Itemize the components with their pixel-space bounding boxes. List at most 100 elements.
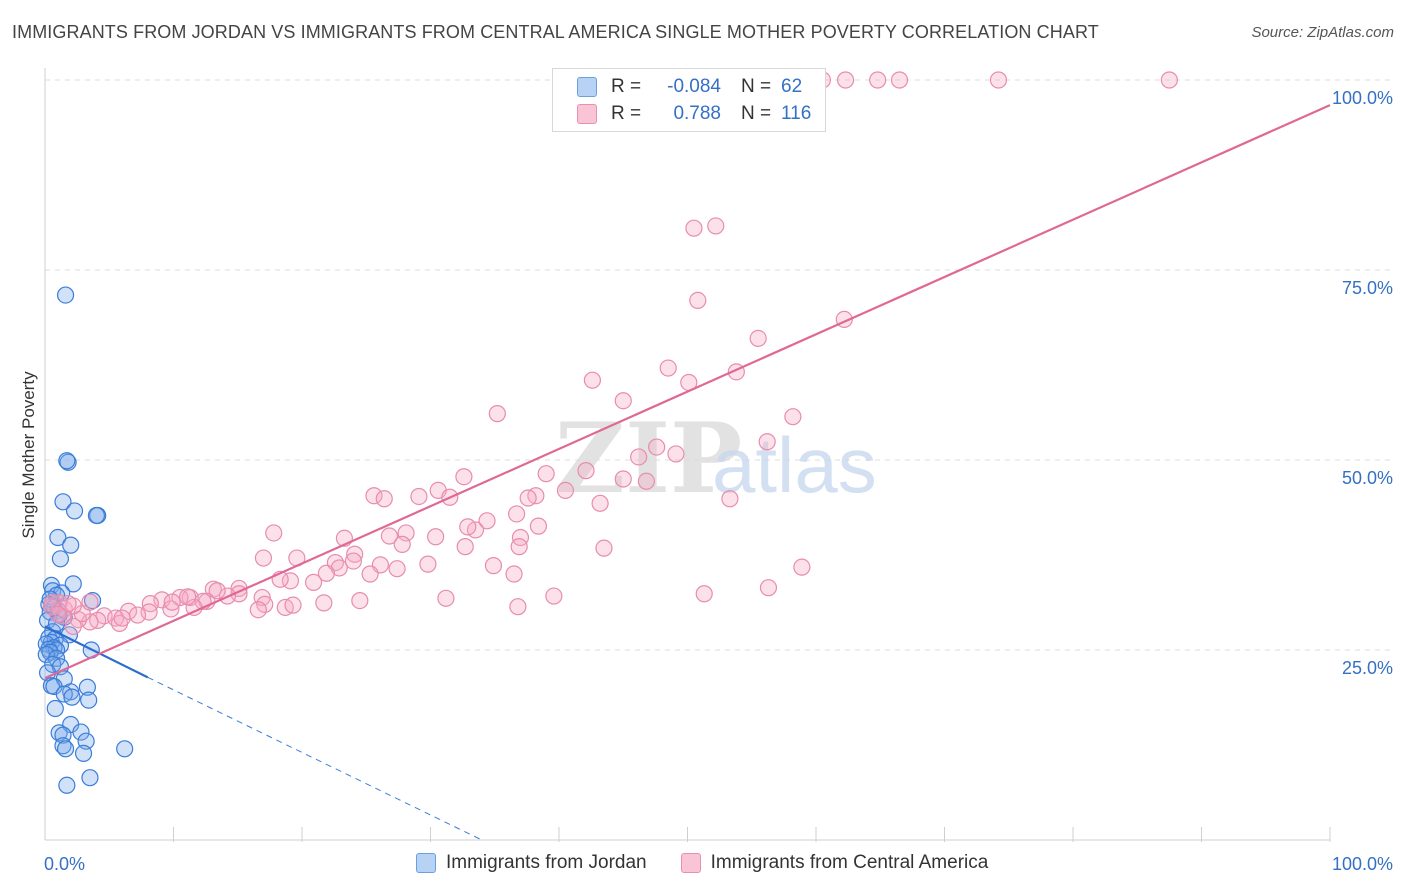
central-america-point (595, 539, 613, 557)
central-america-point (455, 468, 473, 486)
central-america-point (344, 552, 362, 570)
r-value-central-america: 0.788 (673, 103, 721, 124)
jordan-point (72, 723, 90, 741)
central-america-point (361, 565, 379, 583)
central-america-point (437, 589, 455, 607)
jordan-point (37, 645, 55, 664)
jordan-point (54, 737, 72, 755)
central-america-point (317, 564, 336, 582)
central-america-point (519, 489, 537, 507)
x-tick-label: 100.0% (1332, 854, 1393, 874)
central-america-point (315, 594, 333, 612)
jordan-point (51, 550, 70, 568)
central-america-legend-swatch (680, 853, 701, 873)
jordan-point (56, 740, 75, 758)
jordan-point (81, 769, 99, 787)
central-america-point (284, 596, 302, 614)
central-america-point (989, 71, 1008, 89)
jordan-point (64, 575, 82, 593)
central-america-point (59, 595, 77, 613)
n-value-jordan: 62 (781, 76, 803, 97)
watermark-atlas: atlas (712, 421, 877, 509)
legend-label-central-america: Immigrants from Central America (710, 852, 989, 873)
central-america-point (488, 405, 506, 423)
central-america-point (365, 487, 383, 505)
central-america-point (346, 545, 364, 563)
central-america-point (375, 490, 393, 508)
jordan-point (46, 699, 64, 718)
y-tick-label: 100.0% (1332, 88, 1393, 108)
central-america-point (459, 518, 477, 536)
central-america-point (113, 609, 131, 627)
central-america-point (685, 219, 703, 237)
legend-label-jordan: Immigrants from Jordan (446, 852, 647, 873)
central-america-point (784, 408, 802, 426)
central-america-point (419, 555, 437, 573)
central-america-point (637, 472, 655, 490)
central-america-point (162, 600, 180, 618)
jordan-point (56, 286, 75, 304)
central-america-point (749, 329, 767, 347)
y-tick-label: 75.0% (1342, 278, 1393, 298)
central-america-point (179, 588, 197, 606)
jordan-point (58, 776, 76, 794)
central-america-trend-line (44, 104, 1331, 680)
legend-item-central-america[interactable]: Immigrants from Central America (680, 852, 989, 874)
central-america-point (890, 71, 909, 89)
y-axis-label: Single Mother Poverty (19, 371, 38, 539)
chart-title: IMMIGRANTS FROM JORDAN VS IMMIGRANTS FRO… (12, 22, 1099, 42)
central-america-point (208, 582, 226, 600)
n-label: N = (741, 76, 772, 97)
central-america-point (393, 535, 411, 553)
central-america-point (265, 524, 283, 542)
central-america-point (545, 587, 563, 605)
n-value-central-america: 116 (781, 103, 812, 124)
jordan-trend-extension (147, 676, 483, 841)
central-america-point (304, 573, 323, 591)
central-america-point (614, 392, 632, 410)
jordan-point (49, 528, 67, 547)
central-america-point (330, 559, 348, 577)
central-america-point (659, 359, 677, 377)
central-america-point (510, 538, 528, 556)
central-america-point (869, 71, 887, 89)
central-america-point (484, 557, 503, 575)
central-america-point (583, 371, 602, 389)
central-america-point (249, 601, 267, 619)
n-label: N = (741, 103, 772, 124)
central-america-point (254, 549, 273, 567)
central-america-point (707, 217, 725, 235)
central-america-point (614, 470, 632, 488)
central-america-point (49, 605, 67, 623)
central-america-point (836, 71, 855, 89)
central-america-point (529, 517, 548, 535)
central-america-swatch (577, 104, 597, 124)
central-america-point (507, 505, 526, 523)
watermark-zip: ZIP (555, 402, 742, 515)
central-america-point (64, 617, 82, 636)
jordan-point (65, 502, 84, 520)
central-america-point (1160, 71, 1178, 89)
r-label: R = (611, 76, 642, 97)
jordan-point (74, 744, 93, 762)
y-tick-label: 50.0% (1342, 468, 1393, 488)
central-america-point (128, 606, 147, 624)
central-america-point (577, 462, 595, 480)
legend-item-jordan[interactable]: Immigrants from Jordan (416, 852, 647, 874)
central-america-point (721, 490, 739, 508)
central-america-point (163, 593, 181, 611)
series-legend: Immigrants from Jordan Immigrants from C… (416, 852, 1022, 874)
central-america-point (758, 433, 776, 451)
jordan-point (78, 678, 97, 696)
jordan-point (58, 452, 76, 470)
legend-row-central-america: R = 0.788 N = 116 (577, 101, 821, 127)
y-tick-label: 25.0% (1342, 658, 1393, 678)
central-america-point (648, 438, 666, 456)
correlation-legend: R = -0.084 N = 62 R = 0.788 N = 116 (552, 68, 826, 132)
central-america-point (759, 579, 778, 597)
central-america-point (511, 528, 530, 547)
source-label: Source: ZipAtlas.com (1251, 24, 1394, 41)
central-america-point (556, 481, 575, 499)
jordan-point (87, 506, 106, 525)
